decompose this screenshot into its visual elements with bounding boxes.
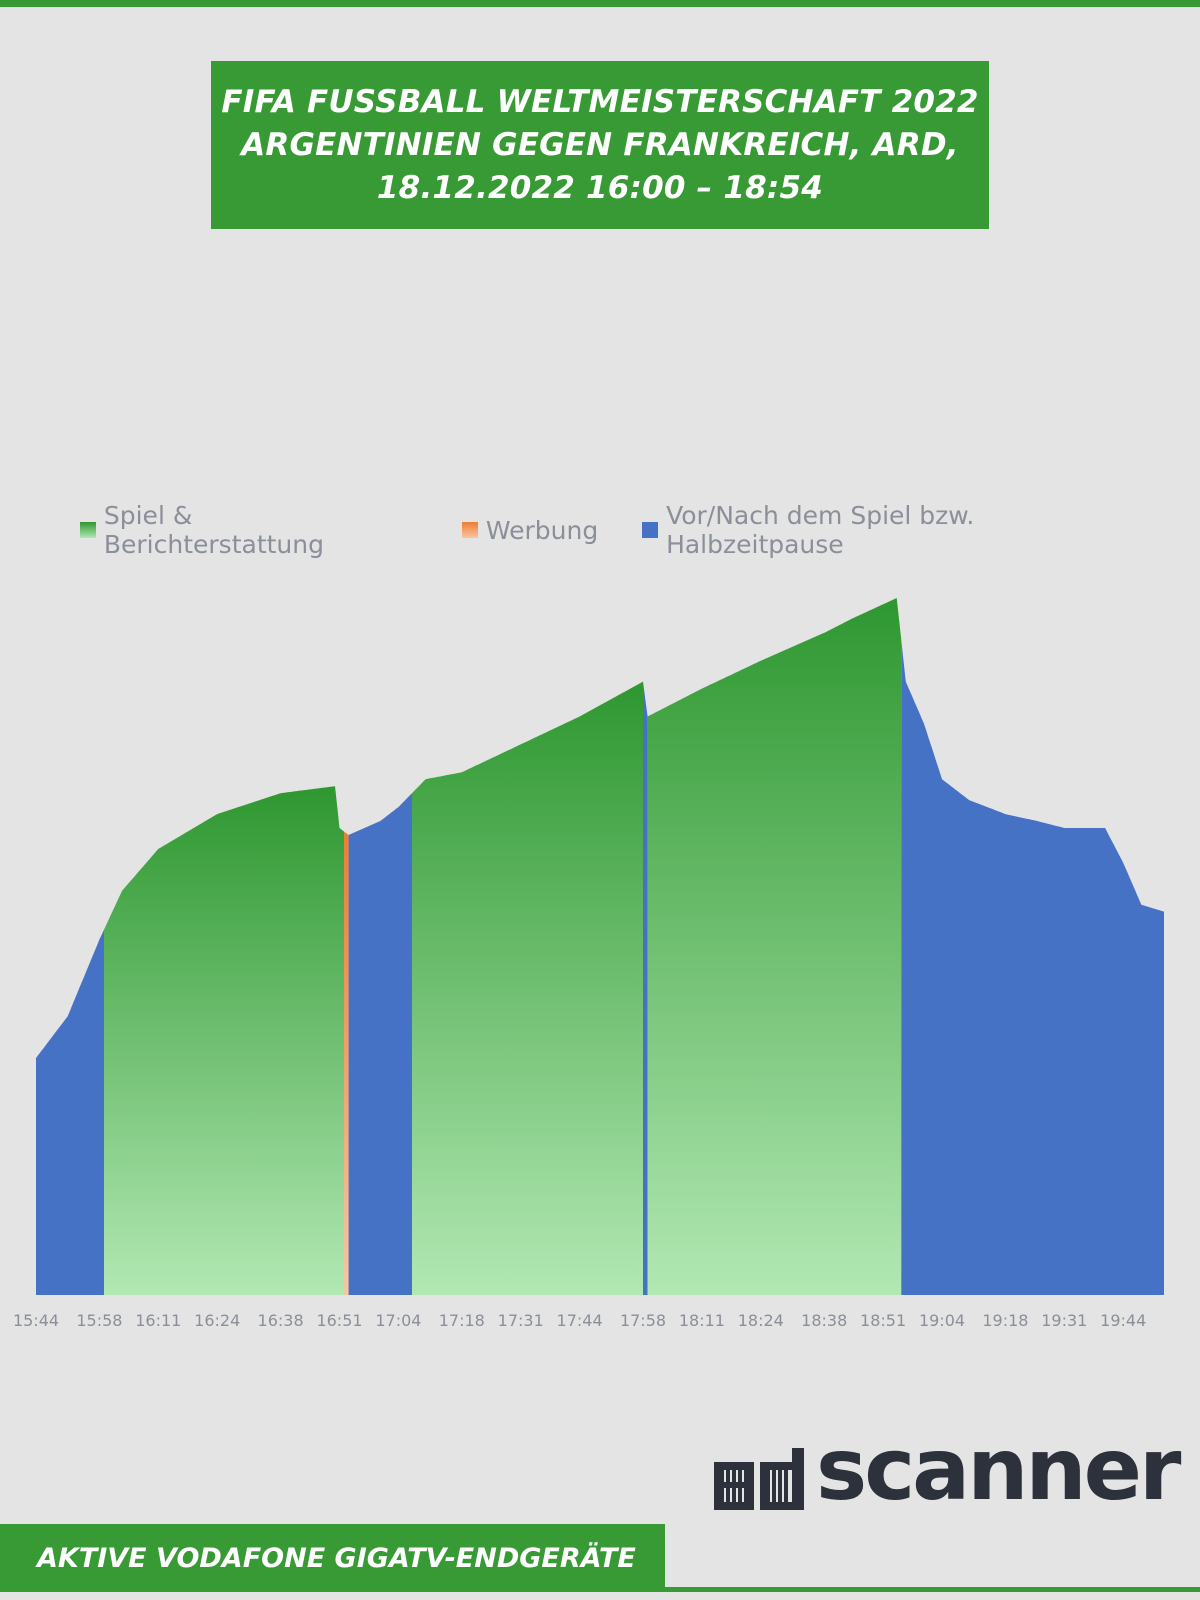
x-tick-label: 16:11	[135, 1311, 181, 1330]
legend-swatch-vor-nach	[642, 522, 659, 538]
chart-title-box: FIFA FUSSBALL WELTMEISTERSCHAFT 2022 ARG…	[211, 61, 989, 229]
footer-label: AKTIVE VODAFONE GIGATV-ENDGERÄTE	[37, 1542, 636, 1574]
legend-label-spiel: Spiel & Berichterstattung	[103, 501, 324, 559]
x-tick-label: 19:44	[1100, 1311, 1146, 1330]
x-tick-label: 15:44	[13, 1311, 59, 1330]
x-tick-label: 17:04	[375, 1311, 421, 1330]
x-tick-label: 17:58	[620, 1311, 666, 1330]
x-tick-label: 19:18	[982, 1311, 1028, 1330]
chart-title: FIFA FUSSBALL WELTMEISTERSCHAFT 2022 ARG…	[221, 81, 978, 210]
footer-label-box: AKTIVE VODAFONE GIGATV-ENDGERÄTE	[0, 1524, 665, 1592]
area-segment-1	[36, 929, 104, 1295]
top-accent-bar	[0, 0, 1200, 7]
title-line-1: FIFA FUSSBALL WELTMEISTERSCHAFT 2022	[221, 83, 979, 120]
legend-item-spiel: Spiel & Berichterstattung	[80, 501, 418, 559]
area-segment-8	[901, 639, 1164, 1295]
legend-item-vor-nach: Vor/Nach dem Spiel bzw. Halbzeitpause	[642, 501, 1156, 559]
x-tick-label: 17:44	[557, 1311, 603, 1330]
area-segment-6	[643, 681, 648, 1295]
area-segment-2	[104, 786, 344, 1295]
area-segment-4	[348, 793, 412, 1295]
legend-item-werbung: Werbung	[461, 515, 599, 545]
area-segment-5	[412, 681, 643, 1295]
x-tick-label: 15:58	[76, 1311, 122, 1330]
area-chart: 15:44 15:58 16:11 16:24 16:38 16:51 17:04 17:18…	[13, 598, 1164, 1330]
x-tick-label: 16:24	[194, 1311, 240, 1330]
x-tick-label: 18:11	[679, 1311, 725, 1330]
chart-legend: Spiel & Berichterstattung Werbung Vor/Na…	[80, 501, 1200, 559]
area-segment-7	[647, 598, 902, 1295]
adscanner-logo: scanner	[712, 1420, 1181, 1520]
x-tick-label: 17:18	[439, 1311, 485, 1330]
x-tick-label: 18:24	[738, 1311, 784, 1330]
x-tick-label: 19:04	[919, 1311, 965, 1330]
x-tick-label: 18:51	[860, 1311, 906, 1330]
area-segment-3	[344, 831, 349, 1295]
x-tick-label: 16:51	[316, 1311, 362, 1330]
x-tick-label: 17:31	[498, 1311, 544, 1330]
x-axis-ticks: 15:44 15:58 16:11 16:24 16:38 16:51 17:04 17:18…	[13, 1311, 1146, 1330]
chart-areas	[36, 598, 1164, 1295]
logo-wordmark: scanner	[816, 1420, 1181, 1520]
x-tick-label: 18:38	[801, 1311, 847, 1330]
title-line-3: 18.12.2022 16:00 – 18:54	[376, 169, 824, 206]
legend-swatch-werbung	[461, 522, 478, 538]
logo-ad-mark	[714, 1448, 804, 1510]
title-line-2: ARGENTINIEN GEGEN FRANKREICH, ARD,	[241, 126, 959, 163]
legend-swatch-spiel	[80, 522, 96, 538]
legend-label-vor-nach: Vor/Nach dem Spiel bzw. Halbzeitpause	[666, 501, 975, 559]
x-tick-label: 16:38	[258, 1311, 304, 1330]
legend-label-werbung: Werbung	[485, 515, 599, 545]
bottom-accent-bar	[665, 1587, 1200, 1592]
x-tick-label: 19:31	[1041, 1311, 1087, 1330]
